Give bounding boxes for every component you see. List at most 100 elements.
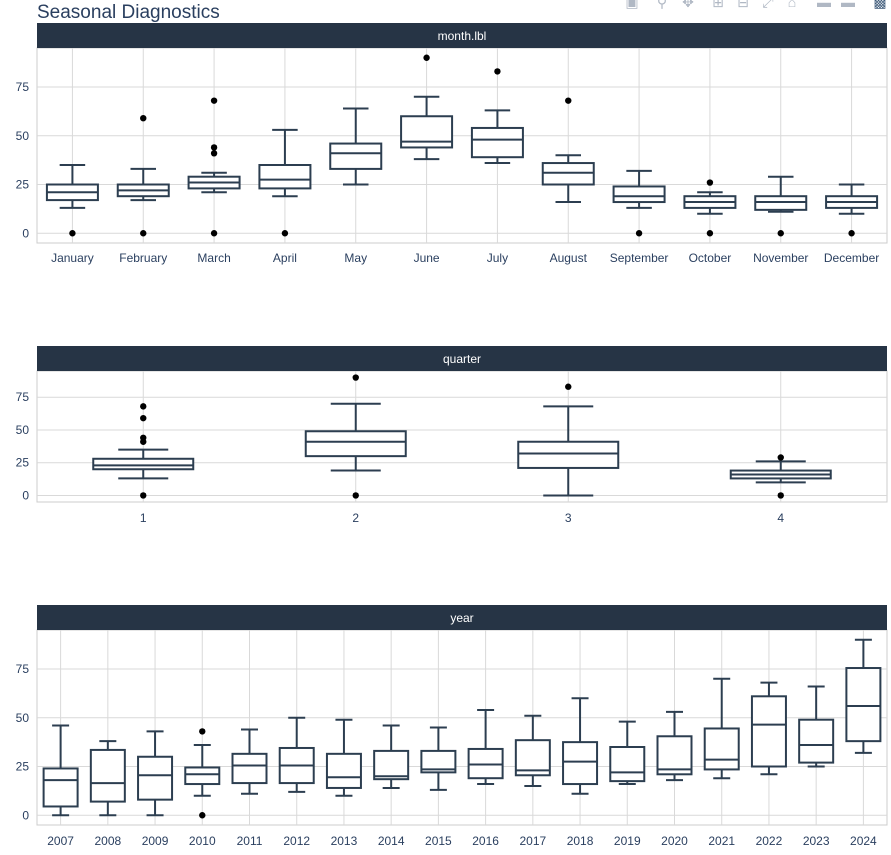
pan-icon[interactable]: ✥: [682, 0, 694, 10]
x-tick-label: June: [414, 251, 440, 265]
outlier-point: [423, 54, 430, 61]
x-tick-label: April: [273, 251, 297, 265]
hover-closest-icon[interactable]: ▬: [841, 0, 855, 10]
box-body: [562, 741, 599, 786]
plotly-logo-icon[interactable]: ▩: [873, 0, 887, 10]
outlier-point: [777, 230, 784, 237]
x-tick-label: 4: [777, 511, 784, 525]
box-April: [258, 128, 312, 237]
box-body: [609, 746, 646, 783]
modebar: ▣ ⚲ ✥ ⊞ ⊟ ⤢ ⌂ ▬ ▬ ▩: [620, 0, 891, 10]
outlier-point: [210, 144, 218, 151]
reset-axes-icon[interactable]: ⌂: [787, 0, 797, 10]
x-tick-label: 2014: [378, 834, 405, 848]
box-2024: [845, 638, 882, 754]
facet-panel-quarter: quarter 0 25 50 75 1 2 3 4: [16, 346, 888, 525]
x-tick-label: 2022: [756, 834, 783, 848]
box-2019: [609, 720, 646, 786]
box-1: [92, 403, 195, 499]
x-tick-label: December: [824, 251, 879, 265]
outlier-point: [777, 454, 784, 461]
box-2015: [420, 726, 457, 791]
x-tick-label: 2024: [850, 834, 877, 848]
box-October: [683, 179, 737, 237]
box-body: [750, 695, 787, 768]
x-tick-label: 1: [140, 511, 147, 525]
x-tick-label: 2021: [708, 834, 735, 848]
box-body: [400, 115, 454, 149]
facet-header: [37, 23, 887, 48]
y-tick-label: 75: [16, 390, 30, 404]
zoom-out-icon[interactable]: ⊟: [737, 0, 749, 10]
y-tick-label: 0: [22, 488, 29, 502]
box-2014: [373, 724, 410, 789]
y-tick-label: 75: [16, 80, 30, 94]
box-December: [825, 183, 879, 237]
x-tick-label: 2019: [614, 834, 641, 848]
facet-label: quarter: [443, 352, 481, 366]
box-January: [45, 164, 99, 237]
outlier-point: [140, 414, 147, 422]
outlier-point: [281, 230, 289, 237]
x-tick-label: January: [51, 251, 94, 265]
y-tick-label: 0: [22, 226, 29, 240]
x-tick-label: September: [610, 251, 669, 265]
box-November: [754, 175, 808, 237]
box-body: [92, 457, 195, 471]
x-tick-label: 2020: [661, 834, 688, 848]
x-tick-label: 2011: [237, 834, 263, 848]
box-2013: [325, 718, 362, 797]
box-body: [612, 185, 666, 204]
box-body: [373, 749, 410, 781]
box-body: [517, 440, 620, 469]
box-2023: [798, 685, 835, 768]
x-tick-label: 2013: [331, 834, 358, 848]
box-body: [231, 752, 268, 785]
y-tick-label: 0: [22, 808, 29, 822]
box-2020: [656, 710, 693, 782]
box-body: [42, 767, 79, 808]
box-body: [798, 718, 835, 764]
box-4: [729, 454, 832, 499]
zoom-in-icon[interactable]: ⊞: [712, 0, 724, 10]
outlier-point: [635, 230, 643, 237]
y-tick-label: 75: [16, 662, 30, 676]
spike-lines-icon[interactable]: ▬: [817, 0, 831, 10]
x-tick-label: 3: [565, 511, 572, 525]
box-body: [470, 126, 524, 159]
box-2007: [42, 724, 79, 817]
box-body: [304, 430, 407, 458]
box-body: [258, 164, 312, 190]
facet-panel-year: year 0 25 50 75 2007 2008 2009 2010 2011 2012 2013 2…: [16, 605, 888, 848]
plot-area: [36, 370, 888, 503]
x-tick-label: 2023: [803, 834, 830, 848]
y-tick-label: 25: [16, 178, 30, 192]
box-body: [137, 755, 174, 801]
zoom-icon[interactable]: ⚲: [656, 0, 668, 10]
outlier-point: [565, 383, 572, 390]
box-February: [116, 115, 170, 237]
outlier-point: [199, 728, 206, 735]
box-2009: [137, 730, 174, 817]
outlier-point: [706, 230, 714, 237]
camera-icon[interactable]: ▣: [625, 0, 639, 10]
box-2022: [750, 681, 787, 776]
box-August: [541, 97, 595, 204]
outlier-point: [352, 374, 359, 381]
autoscale-icon[interactable]: ⤢: [762, 0, 774, 10]
box-2010: [184, 728, 221, 819]
facet-panel-month-lbl: month.lbl 0 25 50 75 January February March Apri…: [16, 23, 888, 265]
x-tick-label: August: [550, 251, 588, 265]
box-body: [325, 752, 362, 789]
box-3: [517, 383, 620, 497]
outlier-point: [199, 812, 206, 819]
outlier-point: [140, 492, 147, 499]
outlier-point: [140, 115, 147, 122]
y-tick-label: 50: [16, 711, 30, 725]
box-June: [400, 54, 454, 161]
outlier-point: [706, 179, 714, 186]
facet-label: month.lbl: [438, 29, 487, 43]
x-tick-label: February: [119, 251, 167, 265]
x-tick-label: 2008: [94, 834, 121, 848]
